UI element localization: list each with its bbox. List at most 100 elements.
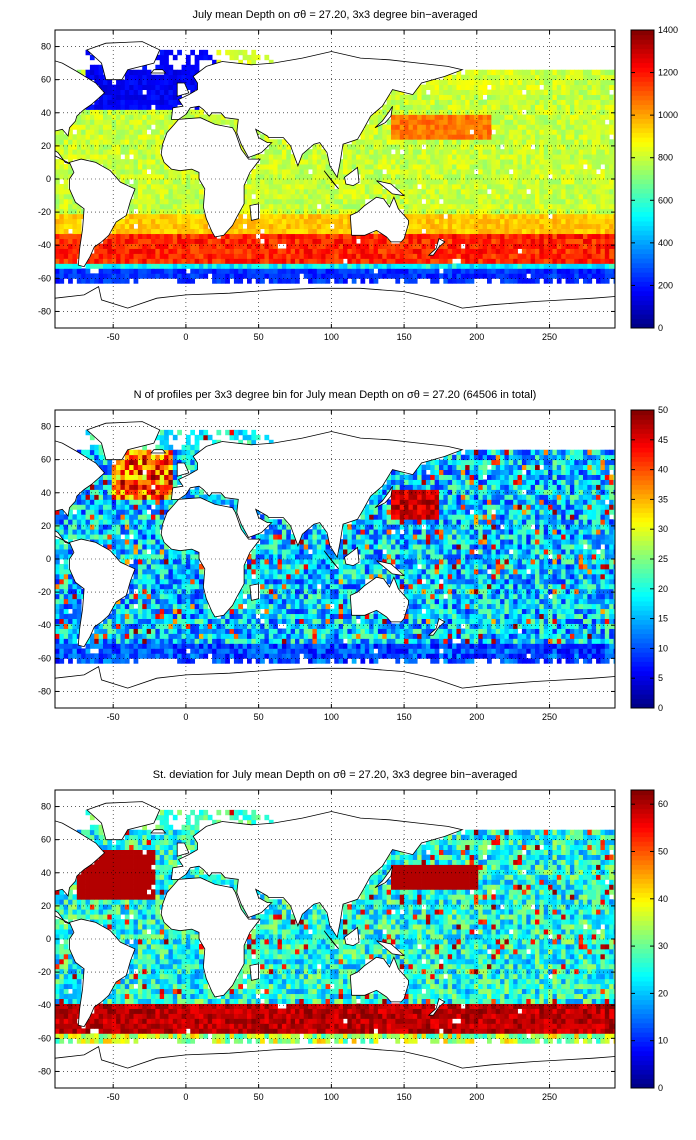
heatmap-cell	[443, 193, 449, 200]
heatmap-cell	[578, 164, 584, 170]
heatmap-cell	[216, 114, 222, 120]
heatmap-cell	[85, 268, 91, 274]
heatmap-cell	[395, 278, 401, 284]
heatmap-cell	[146, 253, 152, 259]
heatmap-cell	[338, 213, 344, 220]
heatmap-cell	[164, 99, 169, 105]
heatmap-cell	[565, 79, 571, 86]
heatmap-cell	[600, 94, 606, 100]
heatmap-cell	[364, 248, 370, 254]
heatmap-cell	[556, 638, 562, 644]
heatmap-cell	[377, 139, 383, 145]
heatmap-cell	[103, 648, 108, 654]
heatmap-cell	[443, 263, 449, 269]
heatmap-cell	[98, 273, 104, 279]
heatmap-cell	[164, 243, 169, 249]
heatmap-cell	[316, 238, 322, 244]
heatmap-cell	[530, 653, 536, 659]
heatmap-cell	[207, 643, 213, 649]
heatmap-cell	[456, 89, 462, 95]
heatmap-cell	[548, 223, 553, 230]
heatmap-cell	[491, 643, 497, 649]
heatmap-cell	[295, 648, 300, 654]
heatmap-cell	[443, 94, 449, 100]
heatmap-cell	[543, 268, 549, 274]
heatmap-cell	[526, 278, 532, 284]
heatmap-cell	[548, 203, 553, 210]
heatmap-cell	[299, 169, 305, 175]
heatmap-cell	[255, 638, 261, 644]
heatmap-cell	[539, 154, 545, 160]
heatmap-cell	[596, 253, 601, 259]
heatmap-cell	[412, 174, 418, 180]
heatmap-cell	[408, 248, 414, 254]
heatmap-cell	[129, 653, 134, 659]
heatmap-cell	[377, 233, 383, 239]
heatmap-cell	[609, 188, 614, 195]
heatmap-cell	[351, 233, 357, 239]
heatmap-cell	[412, 268, 418, 274]
heatmap-cell	[447, 179, 453, 185]
heatmap-cell	[386, 198, 392, 205]
heatmap-cell	[286, 159, 292, 165]
heatmap-cell	[181, 198, 187, 205]
heatmap-cell	[133, 213, 139, 220]
coastline	[374, 105, 393, 129]
heatmap-cell	[404, 104, 409, 110]
heatmap-cell	[164, 633, 169, 639]
heatmap-cell	[273, 139, 278, 145]
heatmap-cell	[103, 248, 108, 254]
heatmap-cell	[369, 144, 374, 150]
heatmap-cell	[181, 69, 187, 76]
heatmap-cell	[338, 164, 344, 170]
heatmap-cell	[203, 228, 209, 235]
heatmap-cell	[338, 223, 344, 230]
heatmap-cell	[408, 193, 414, 200]
heatmap-cell	[613, 69, 615, 76]
heatmap-cell	[434, 248, 440, 254]
heatmap-cell	[155, 79, 161, 86]
heatmap-cell	[530, 79, 536, 86]
heatmap-cell	[443, 188, 449, 195]
heatmap-cell	[587, 104, 593, 110]
heatmap-cell	[251, 273, 257, 279]
heatmap-cell	[308, 648, 313, 654]
heatmap-cell	[561, 248, 566, 254]
heatmap-cell	[430, 218, 436, 225]
heatmap-cell	[98, 124, 104, 130]
heatmap-cell	[177, 278, 182, 284]
heatmap-cell	[578, 233, 584, 239]
heatmap-cell	[120, 273, 126, 279]
heatmap-cell	[500, 658, 505, 664]
heatmap-cell	[460, 139, 466, 145]
heatmap-cell	[164, 258, 169, 264]
heatmap-cell	[500, 89, 505, 95]
heatmap-cell	[277, 174, 283, 180]
heatmap-cell	[364, 169, 370, 175]
heatmap-cell	[456, 243, 462, 249]
heatmap-cell	[72, 139, 78, 145]
heatmap-cell	[565, 109, 571, 115]
heatmap-cell	[469, 94, 475, 100]
heatmap-cell	[447, 114, 453, 120]
heatmap-cell	[456, 213, 462, 220]
heatmap-cell	[569, 638, 575, 644]
heatmap-cell	[596, 223, 601, 230]
heatmap-cell	[220, 638, 226, 644]
chart-profile-count: N of profiles per 3x3 degree bin for Jul…	[38, 389, 668, 722]
heatmap-cell	[155, 134, 161, 140]
heatmap-cell	[513, 99, 518, 105]
heatmap-cell	[303, 648, 309, 654]
heatmap-cell	[120, 134, 126, 140]
heatmap-cell	[124, 228, 130, 235]
heatmap-cell	[548, 104, 553, 110]
heatmap-cell	[360, 129, 366, 135]
heatmap-cell	[329, 203, 335, 210]
heatmap-cell	[526, 74, 532, 81]
heatmap-cell	[168, 193, 174, 200]
heatmap-cell	[425, 188, 431, 195]
heatmap-cell	[199, 218, 204, 225]
heatmap-cell	[212, 243, 217, 249]
heatmap-cell	[430, 648, 436, 654]
heatmap-cell	[417, 643, 422, 649]
